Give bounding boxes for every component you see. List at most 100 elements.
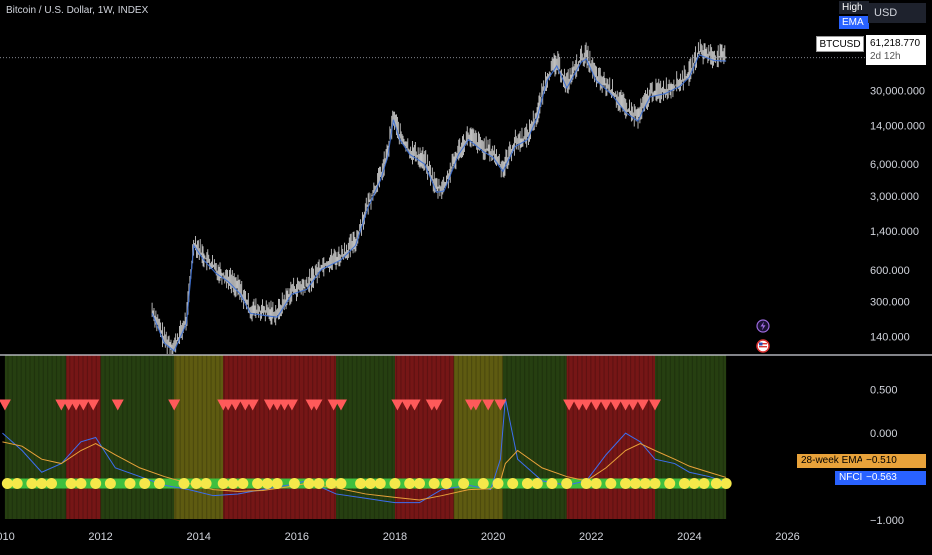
band-streak: [572, 355, 574, 519]
x-tick-label: 2018: [383, 531, 407, 543]
band-streak: [166, 355, 168, 519]
band-streak: [612, 355, 614, 519]
band-streak: [629, 355, 632, 519]
band-streak: [347, 355, 349, 519]
band-streak: [210, 355, 212, 519]
x-tick-label: 2014: [186, 531, 210, 543]
band-streak: [603, 355, 605, 519]
bear-triangle: [77, 399, 90, 411]
band-streak: [263, 355, 265, 519]
band-streak: [219, 355, 221, 519]
band-streak: [197, 355, 199, 519]
signal-dot: [629, 478, 641, 490]
band-streak: [457, 355, 459, 519]
band-streak: [188, 355, 190, 519]
band-streak: [709, 355, 711, 519]
band-streak: [117, 355, 119, 519]
signal-dot: [288, 478, 300, 490]
bear-triangle: [648, 399, 661, 411]
axes: 30,000.000 14,000.000 6,000.000 3,000.000 1,…: [0, 57, 932, 543]
signal-dot: [75, 478, 87, 490]
band-streak: [387, 355, 389, 519]
band-streak: [373, 355, 376, 519]
band-streak: [214, 355, 217, 519]
x-tick-label: 2024: [677, 531, 701, 543]
band-streak: [665, 355, 667, 519]
band-streak: [312, 355, 314, 519]
nfci-line: [2, 398, 727, 504]
band-streak: [86, 355, 89, 519]
band-streak: [289, 355, 292, 519]
band-streak: [82, 355, 84, 519]
ema-label: EMA: [839, 16, 869, 29]
band-streak: [448, 355, 451, 519]
band-streak: [426, 355, 429, 519]
band-streak: [351, 355, 353, 519]
band-streak: [170, 355, 172, 519]
band-streak: [550, 355, 552, 519]
x-tick-label: 2026: [775, 531, 799, 543]
symbol-label: BTCUSD: [816, 36, 864, 52]
band-streak: [643, 355, 645, 519]
signal-dot: [546, 478, 558, 490]
band-streak: [267, 355, 270, 519]
indicator-tick-label: 0.000: [870, 428, 898, 440]
band-streak: [484, 355, 486, 519]
band-streak: [69, 355, 71, 519]
signal-dot: [90, 478, 102, 490]
band-streak: [471, 355, 473, 519]
price-tick-label: 14,000.000: [870, 120, 925, 132]
bear-triangle: [111, 399, 124, 411]
band-streak: [585, 355, 588, 519]
signal-dot: [178, 478, 190, 490]
signal-dot: [364, 478, 376, 490]
nfci-legend-badge: NFCI: [835, 471, 867, 485]
band-streak: [250, 355, 252, 519]
band-streak: [696, 355, 698, 519]
band-streak: [400, 355, 402, 519]
signal-dot: [26, 478, 38, 490]
band-streak: [281, 355, 283, 519]
band-streak: [687, 355, 689, 519]
band-streak: [510, 355, 512, 519]
band-streak: [329, 355, 331, 519]
band-streak: [559, 355, 561, 519]
x-tick-label: 2022: [579, 531, 603, 543]
chart-title: Bitcoin / U.S. Dollar, 1W, INDEX: [6, 5, 149, 16]
indicator-tick-label: 0.500: [870, 385, 898, 397]
band-streak: [254, 355, 256, 519]
us-flag-icon[interactable]: [756, 339, 770, 353]
signal-dot: [335, 478, 347, 490]
band-streak: [722, 355, 724, 519]
band-streak: [691, 355, 693, 519]
bear-triangle: [563, 399, 576, 411]
band-streak: [669, 355, 671, 519]
band-streak: [91, 355, 93, 519]
band-streak: [38, 355, 40, 519]
band-streak: [16, 355, 18, 519]
band-streak: [232, 355, 234, 519]
band-streak: [497, 355, 499, 519]
band-streak: [718, 355, 720, 519]
signal-dot: [237, 478, 249, 490]
band-streak: [73, 355, 75, 519]
band-streak: [29, 355, 31, 519]
signal-dot: [313, 478, 325, 490]
currency-selector[interactable]: USD: [868, 3, 926, 23]
band-streak: [325, 355, 327, 519]
bear-triangle: [482, 399, 495, 411]
flash-icon[interactable]: [756, 319, 770, 333]
band-streak: [378, 355, 380, 519]
price-tick-label: 6,000.000: [870, 159, 919, 171]
band-streak: [532, 355, 535, 519]
bear-triangle: [580, 399, 593, 411]
band-streak: [515, 355, 517, 519]
band-streak: [55, 355, 58, 519]
signal-dot: [580, 478, 592, 490]
band-streak: [307, 355, 309, 519]
band-streak: [700, 355, 702, 519]
regime-band-8: [502, 355, 567, 519]
band-streak: [656, 355, 658, 519]
